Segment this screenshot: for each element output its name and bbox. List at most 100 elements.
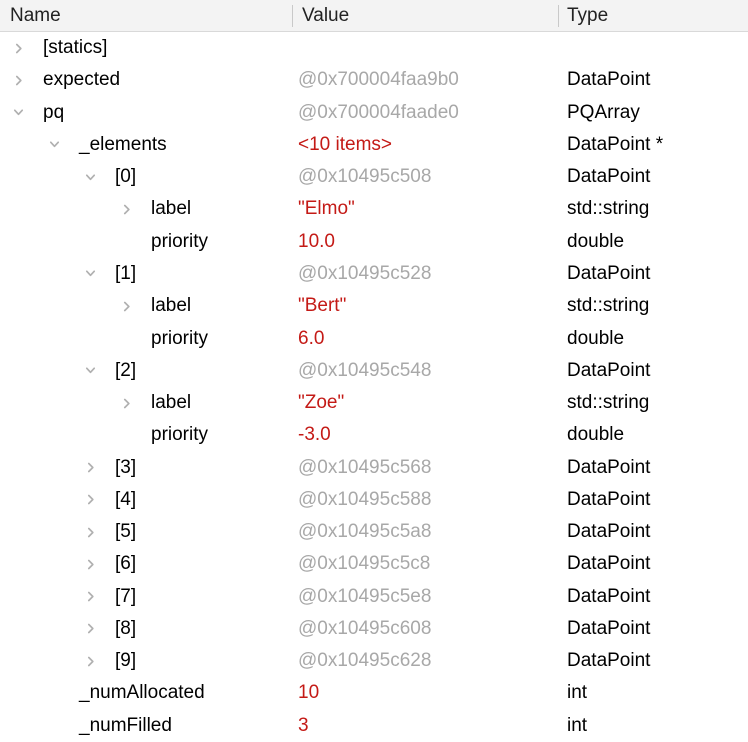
table-row[interactable]: expected @0x700004faa9b0 DataPoint xyxy=(0,64,748,96)
variable-name: [statics] xyxy=(43,37,108,59)
variable-name: _numAllocated xyxy=(79,682,205,704)
chevron-placeholder xyxy=(44,685,64,701)
variable-type: std::string xyxy=(567,392,650,414)
chevron-placeholder xyxy=(116,234,136,250)
variable-name: [4] xyxy=(115,488,137,510)
indent-spacer xyxy=(0,370,80,371)
name-cell: [5] xyxy=(0,521,293,543)
variable-value: "Elmo" xyxy=(298,198,355,220)
name-cell: [statics] xyxy=(0,37,293,59)
variable-name: [9] xyxy=(115,650,137,672)
name-cell: priority xyxy=(0,231,293,253)
variable-type: std::string xyxy=(567,295,650,317)
chevron-right-icon[interactable] xyxy=(80,621,100,637)
variable-value: @0x10495c5a8 xyxy=(298,521,432,543)
table-row[interactable]: [5] @0x10495c5a8 DataPoint xyxy=(0,516,748,548)
variable-name: [6] xyxy=(115,553,137,575)
table-row[interactable]: priority 10.0 double xyxy=(0,226,748,258)
table-row[interactable]: [7] @0x10495c5e8 DataPoint xyxy=(0,581,748,613)
table-row[interactable]: [4] @0x10495c588 DataPoint xyxy=(0,484,748,516)
chevron-right-icon[interactable] xyxy=(80,556,100,572)
column-header-value[interactable]: Value xyxy=(293,5,558,27)
table-row[interactable]: label "Zoe" std::string xyxy=(0,387,748,419)
table-row[interactable]: [0] @0x10495c508 DataPoint xyxy=(0,161,748,193)
variable-name: expected xyxy=(43,69,121,91)
name-cell: _elements xyxy=(0,134,293,156)
name-cell: priority xyxy=(0,328,293,350)
variable-type: DataPoint xyxy=(567,650,651,672)
column-header-name[interactable]: Name xyxy=(0,5,292,27)
table-row[interactable]: priority -3.0 double xyxy=(0,419,748,451)
indent-spacer xyxy=(0,499,80,500)
variable-name: pq xyxy=(43,101,65,123)
table-row[interactable]: label "Elmo" std::string xyxy=(0,193,748,225)
variable-type: int xyxy=(567,714,588,736)
variable-value: @0x10495c508 xyxy=(298,166,432,188)
table-row[interactable]: _elements <10 items> DataPoint * xyxy=(0,129,748,161)
name-cell: _numFilled xyxy=(0,715,293,737)
column-resize-handle[interactable] xyxy=(558,4,559,27)
chevron-down-icon[interactable] xyxy=(44,137,64,153)
indent-spacer xyxy=(0,48,8,49)
variable-type: DataPoint xyxy=(567,69,651,91)
chevron-right-icon[interactable] xyxy=(80,492,100,508)
table-row[interactable]: [3] @0x10495c568 DataPoint xyxy=(0,451,748,483)
table-row[interactable]: _numFilled 3 int xyxy=(0,710,748,742)
name-cell: [2] xyxy=(0,360,293,382)
chevron-right-icon[interactable] xyxy=(8,72,28,88)
table-row[interactable]: _numAllocated 10 int xyxy=(0,677,748,709)
chevron-down-icon[interactable] xyxy=(80,169,100,185)
variable-type: DataPoint xyxy=(567,456,651,478)
name-cell: label xyxy=(0,198,293,220)
table-header: Name Value Type xyxy=(0,0,748,32)
indent-spacer xyxy=(0,241,116,242)
chevron-down-icon[interactable] xyxy=(8,105,28,121)
chevron-right-icon[interactable] xyxy=(116,201,136,217)
table-row[interactable]: [9] @0x10495c628 DataPoint xyxy=(0,645,748,677)
table-row[interactable]: pq @0x700004faade0 PQArray xyxy=(0,97,748,129)
chevron-placeholder xyxy=(116,427,136,443)
indent-spacer xyxy=(0,338,116,339)
variable-name: [1] xyxy=(115,262,137,284)
chevron-right-icon[interactable] xyxy=(8,40,28,56)
column-resize-handle[interactable] xyxy=(292,4,293,27)
column-header-type[interactable]: Type xyxy=(559,5,748,27)
indent-spacer xyxy=(0,273,80,274)
column-header-name-label: Name xyxy=(10,4,61,26)
chevron-right-icon[interactable] xyxy=(116,298,136,314)
table-row[interactable]: [8] @0x10495c608 DataPoint xyxy=(0,613,748,645)
column-header-type-label: Type xyxy=(567,4,609,26)
name-cell: priority xyxy=(0,424,293,446)
table-row[interactable]: priority 6.0 double xyxy=(0,322,748,354)
variable-value: @0x10495c5e8 xyxy=(298,585,432,607)
name-cell: expected xyxy=(0,69,293,91)
table-row[interactable]: [6] @0x10495c5c8 DataPoint xyxy=(0,548,748,580)
table-row[interactable]: [2] @0x10495c548 DataPoint xyxy=(0,355,748,387)
chevron-right-icon[interactable] xyxy=(80,460,100,476)
chevron-right-icon[interactable] xyxy=(116,395,136,411)
chevron-down-icon[interactable] xyxy=(80,363,100,379)
chevron-down-icon[interactable] xyxy=(80,266,100,282)
variable-name: [0] xyxy=(115,166,137,188)
chevron-right-icon[interactable] xyxy=(80,653,100,669)
table-row[interactable]: label "Bert" std::string xyxy=(0,290,748,322)
indent-spacer xyxy=(0,532,80,533)
variable-type: DataPoint xyxy=(567,359,651,381)
indent-spacer xyxy=(0,693,44,694)
indent-spacer xyxy=(0,628,80,629)
variable-name: label xyxy=(151,295,192,317)
variable-value: 3 xyxy=(298,714,309,736)
variable-value: @0x10495c5c8 xyxy=(298,553,431,575)
name-cell: [6] xyxy=(0,553,293,575)
variable-value: <10 items> xyxy=(298,133,392,155)
variable-type: DataPoint xyxy=(567,488,651,510)
chevron-right-icon[interactable] xyxy=(80,589,100,605)
table-row[interactable]: [1] @0x10495c528 DataPoint xyxy=(0,258,748,290)
indent-spacer xyxy=(0,564,80,565)
table-row[interactable]: [statics] xyxy=(0,32,748,64)
name-cell: label xyxy=(0,392,293,414)
variable-type: double xyxy=(567,424,625,446)
chevron-right-icon[interactable] xyxy=(80,524,100,540)
indent-spacer xyxy=(0,112,8,113)
name-cell: label xyxy=(0,295,293,317)
